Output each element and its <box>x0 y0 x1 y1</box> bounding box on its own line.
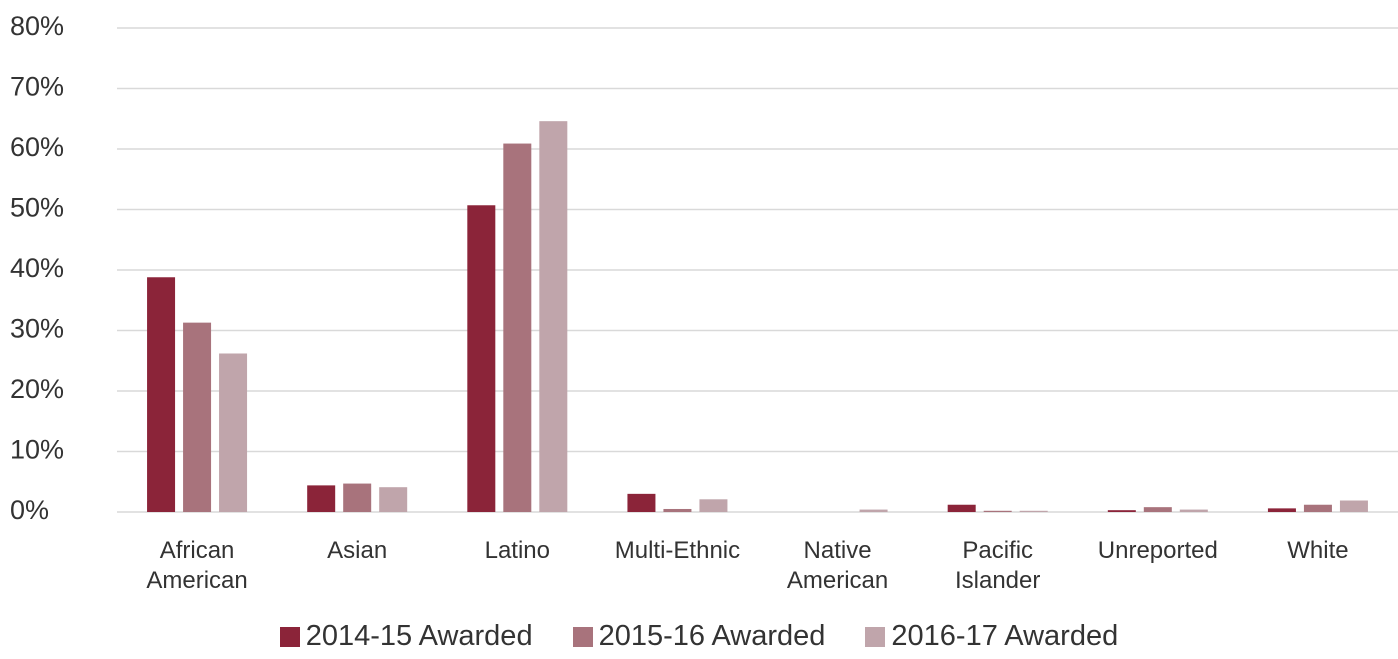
y-tick-label: 60% <box>10 132 64 162</box>
legend-swatch <box>865 626 886 647</box>
bar <box>663 508 692 512</box>
bar <box>219 353 248 512</box>
bar <box>1107 510 1136 512</box>
bar <box>467 205 496 512</box>
legend-swatch <box>572 626 593 647</box>
bar <box>1179 509 1208 512</box>
legend-label: 2014-15 Awarded <box>305 620 533 652</box>
bar <box>1303 504 1332 512</box>
bar <box>183 322 212 512</box>
bar <box>983 510 1012 512</box>
legend: 2014-15 Awarded 2015-16 Awarded 2016-17 Aw… <box>0 620 1398 653</box>
bar <box>627 493 656 512</box>
bar <box>1339 500 1368 512</box>
x-tick-label: Pacific Islander <box>954 537 1041 594</box>
bar <box>947 504 976 512</box>
x-tick-label: Native American <box>786 537 889 594</box>
bar <box>503 143 532 512</box>
legend-label: 2015-16 Awarded <box>598 620 826 652</box>
x-tick-label: Latino <box>484 537 550 564</box>
y-tick-label: 10% <box>10 435 64 465</box>
y-tick-label: 80% <box>10 11 64 41</box>
bar <box>147 277 176 512</box>
bar <box>539 121 568 513</box>
y-tick-label: 40% <box>10 253 64 283</box>
legend-item: 2015-16 Awarded <box>572 620 826 653</box>
legend-label: 2016-17 Awarded <box>891 620 1119 652</box>
bar <box>343 483 372 512</box>
y-tick-label: 0% <box>10 495 49 525</box>
bar <box>1019 510 1048 512</box>
y-tick-label: 70% <box>10 72 64 102</box>
bar <box>1267 508 1296 512</box>
y-tick-label: 20% <box>10 374 64 404</box>
x-tick-label: Unreported <box>1097 537 1218 564</box>
bar <box>307 485 336 512</box>
x-tick-label: Multi-Ethnic <box>614 537 741 564</box>
bar <box>699 499 728 512</box>
y-tick-label: 30% <box>10 314 64 344</box>
bar <box>859 509 888 512</box>
bar <box>379 487 408 512</box>
legend-item: 2014-15 Awarded <box>279 620 533 653</box>
x-tick-label: African American <box>146 537 248 594</box>
legend-swatch <box>279 626 300 647</box>
x-tick-label: White <box>1287 537 1349 564</box>
y-tick-label: 50% <box>10 193 64 223</box>
x-tick-label: Asian <box>327 537 388 564</box>
legend-item: 2016-17 Awarded <box>865 620 1118 653</box>
bar <box>1143 507 1172 512</box>
